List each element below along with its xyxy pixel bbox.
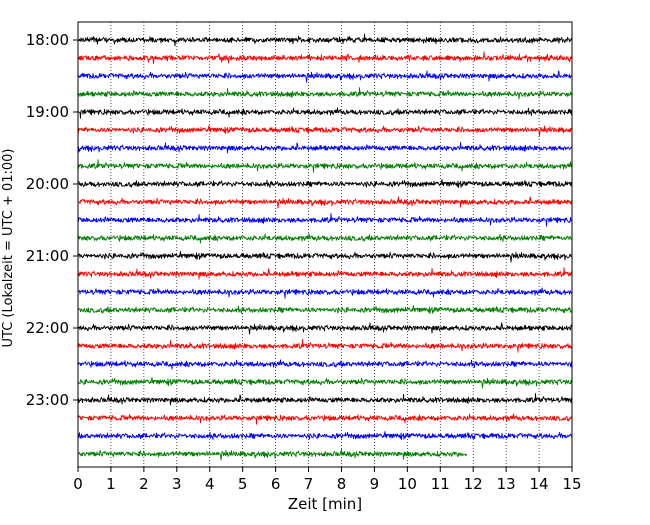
x-tick-label: 13 [497, 475, 516, 493]
x-tick-label: 12 [464, 475, 483, 493]
seismic-trace [77, 359, 573, 370]
vertical-grid [110, 22, 540, 467]
seismic-trace [77, 33, 573, 47]
y-tick-label: 21:00 [26, 247, 69, 265]
y-tick-label: 22:00 [26, 319, 69, 337]
x-tick-label: 9 [370, 475, 380, 493]
x-axis-label: Zeit [min] [288, 495, 362, 513]
x-tick-label: 14 [530, 475, 549, 493]
seismic-trace [77, 213, 573, 227]
y-tick-label: 18:00 [26, 31, 69, 49]
seismic-trace [77, 305, 573, 315]
x-tick-label: 2 [139, 475, 149, 493]
seismic-trace [77, 125, 573, 137]
seismic-trace [77, 287, 573, 299]
seismic-trace [77, 51, 573, 65]
seismic-trace [77, 179, 573, 189]
seismic-trace [77, 107, 573, 119]
y-tick-label: 23:00 [26, 391, 69, 409]
seismic-trace [77, 267, 573, 280]
seismic-trace [77, 413, 573, 425]
seismic-trace [77, 251, 573, 263]
x-tick-label: 6 [271, 475, 281, 493]
seismic-trace [77, 322, 573, 335]
y-tick-label: 20:00 [26, 175, 69, 193]
x-tick-label: 3 [172, 475, 182, 493]
x-axis-ticks: 0 1 2 3 4 5 6 7 8 9 10 11 12 13 14 15 [73, 467, 582, 493]
x-tick-label: 8 [337, 475, 347, 493]
seismic-trace [77, 196, 573, 209]
x-tick-label: 1 [106, 475, 116, 493]
x-tick-label: 7 [304, 475, 314, 493]
x-tick-label: 5 [238, 475, 248, 493]
seismic-trace [77, 159, 573, 173]
seismic-trace [77, 377, 573, 389]
x-tick-label: 11 [431, 475, 450, 493]
seismic-trace [77, 70, 573, 83]
seismic-trace [77, 448, 467, 461]
y-tick-label: 19:00 [26, 103, 69, 121]
x-tick-label: 0 [73, 475, 83, 493]
seismic-trace [77, 339, 573, 353]
x-tick-label: 4 [205, 475, 215, 493]
x-tick-label: 10 [398, 475, 417, 493]
y-axis-label: UTC (Lokalzeit = UTC + 01:00) [1, 149, 16, 348]
y-axis-ticks: 18:00 19:00 20:00 21:00 22:00 23:00 [26, 31, 78, 409]
seismic-trace [77, 393, 573, 406]
seismic-trace [77, 142, 573, 154]
trace-group [77, 33, 573, 461]
seismic-trace [77, 233, 573, 244]
x-tick-label: 15 [562, 475, 581, 493]
seismic-trace [77, 431, 573, 441]
seismic-trace [77, 87, 573, 100]
plot-frame [77, 21, 573, 468]
